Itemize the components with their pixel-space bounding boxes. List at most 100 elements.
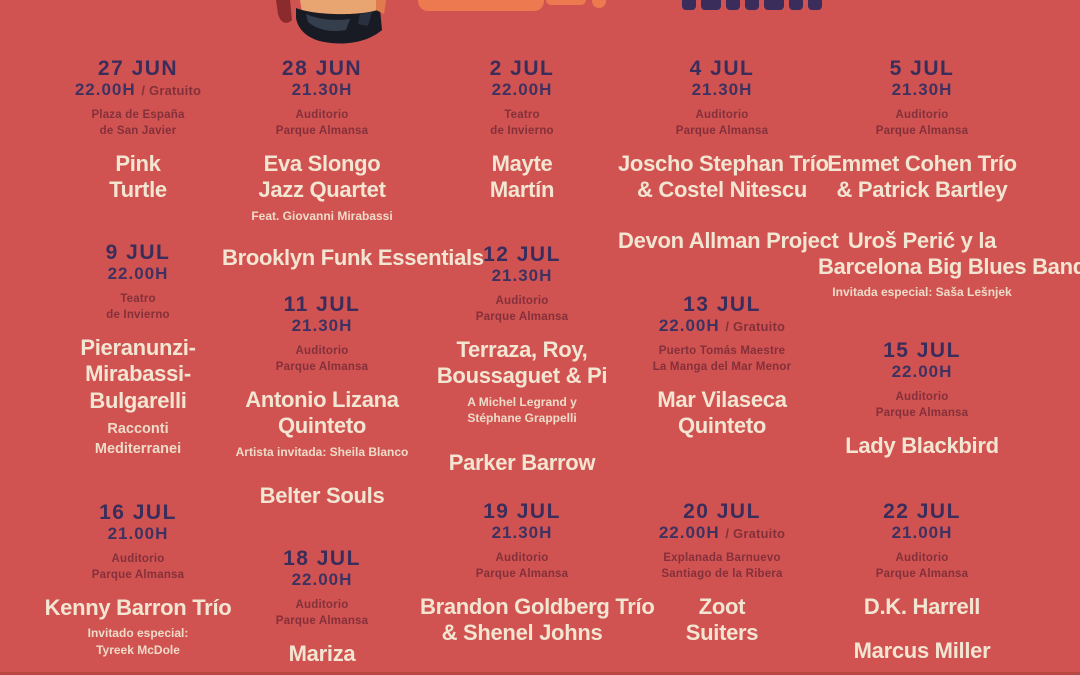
- artist-line: Barcelona Big Blues Band: [818, 254, 1080, 280]
- artist-name: Lady Blackbird: [818, 433, 1026, 459]
- venue-line: Parque Almansa: [675, 124, 769, 137]
- event-time-value: 21.30H: [491, 523, 553, 543]
- event-time: 21.30H: [420, 266, 624, 286]
- artist-note: A Michel Legrand y Stéphane Grappelli: [420, 394, 624, 426]
- event-time: 22.00H: [818, 362, 1026, 382]
- event-time: 21.30H: [420, 523, 624, 543]
- event-block: 5 JUL 21.30H Auditorio Parque Almansa Em…: [818, 57, 1080, 301]
- event-time-value: 22.00H: [491, 80, 553, 100]
- note-line: A Michel Legrand y: [467, 394, 577, 409]
- event-time: 22.00H / Gratuito: [40, 80, 236, 100]
- event-venue: Teatro de Invierno: [40, 291, 236, 323]
- event-time-value: 22.00H: [291, 570, 353, 590]
- event-block: 12 JUL 21.30H Auditorio Parque Almansa T…: [420, 243, 624, 476]
- event-venue: Auditorio Parque Almansa: [420, 293, 624, 325]
- artist-name: Parker Barrow: [420, 450, 624, 476]
- venue-line: Auditorio: [895, 390, 949, 403]
- event-block: 15 JUL 22.00H Auditorio Parque Almansa L…: [818, 339, 1026, 459]
- event-venue: Auditorio Parque Almansa: [420, 550, 624, 582]
- venue-line: Parque Almansa: [275, 614, 369, 627]
- event-time: 21.30H: [222, 80, 422, 100]
- note-line: Stéphane Grappelli: [467, 410, 577, 425]
- event-venue: Puerto Tomás Maestre La Manga del Mar Me…: [618, 343, 826, 375]
- venue-line: Parque Almansa: [875, 124, 969, 137]
- artist-note: Artista invitada: Sheila Blanco: [222, 444, 422, 460]
- artist-line: Brooklyn Funk Essentials: [222, 245, 484, 270]
- event-date: 9 JUL: [105, 241, 171, 264]
- event-block: 9 JUL 22.00H Teatro de Invierno Pieranun…: [40, 241, 236, 459]
- artist-name: Kenny Barron Trío: [40, 595, 236, 621]
- artist-name: Eva Slongo Jazz Quartet: [222, 151, 422, 204]
- event-block: 2 JUL 22.00H Teatro de Invierno Mayte Ma…: [420, 57, 624, 204]
- venue-line: de Invierno: [106, 308, 170, 321]
- event-time-value: 21.30H: [491, 266, 553, 286]
- event-date: 16 JUL: [99, 501, 177, 524]
- venue-line: Auditorio: [111, 552, 165, 565]
- artist-line: Suiters: [685, 620, 759, 646]
- artist-line: D.K. Harrell: [863, 593, 981, 619]
- artist-line: Bulgarelli: [89, 387, 187, 413]
- venue-line: Parque Almansa: [275, 360, 369, 373]
- event-block: 19 JUL 21.30H Auditorio Parque Almansa B…: [420, 500, 655, 647]
- event-time-value: 21.30H: [291, 316, 353, 336]
- artist-line: Jazz Quartet: [258, 177, 386, 203]
- venue-line: Teatro: [504, 108, 540, 121]
- venue-line: Auditorio: [695, 108, 749, 121]
- event-block: 13 JUL 22.00H / Gratuito Puerto Tomás Ma…: [618, 293, 826, 440]
- artist-line: Emmet Cohen Trío: [827, 150, 1017, 176]
- artist-line: Mirabassi-: [85, 361, 191, 387]
- event-time: 21.30H: [222, 316, 422, 336]
- navy-logo-text-fragment: [682, 0, 822, 10]
- event-venue: Auditorio Parque Almansa: [222, 343, 422, 375]
- event-time-value: 22.00H: [658, 316, 720, 336]
- artist-line: Lady Blackbird: [845, 432, 999, 458]
- artist-name: Marcus Miller: [818, 638, 1026, 664]
- artist-line: Uroš Perić y la: [847, 227, 997, 253]
- note-line: Feat. Giovanni Mirabassi: [251, 208, 393, 223]
- event-time-value: 22.00H: [891, 362, 953, 382]
- event-time: 22.00H: [222, 570, 422, 590]
- event-block: 27 JUN 22.00H / Gratuito Plaza de España…: [40, 57, 236, 204]
- event-time-value: 22.00H: [107, 264, 169, 284]
- venue-line: Auditorio: [495, 294, 549, 307]
- venue-line: Parque Almansa: [475, 310, 569, 323]
- free-admission-label: / Gratuito: [725, 319, 786, 335]
- event-block: 4 JUL 21.30H Auditorio Parque Almansa Jo…: [618, 57, 839, 254]
- event-date: 4 JUL: [689, 57, 755, 80]
- event-time: 22.00H / Gratuito: [618, 523, 826, 543]
- note-line: Mediterranei: [94, 440, 182, 457]
- venue-line: Parque Almansa: [275, 124, 369, 137]
- event-date: 15 JUL: [883, 339, 961, 362]
- artist-name: Zoot Suiters: [618, 594, 826, 647]
- venue-line: Teatro: [120, 292, 156, 305]
- artist-name: Terraza, Roy, Boussaguet & Pi: [420, 337, 624, 390]
- event-time-value: 21.00H: [107, 524, 169, 544]
- free-admission-label: / Gratuito: [725, 526, 786, 542]
- artist-line: Joscho Stephan Trío: [618, 150, 829, 176]
- dancer-waist-illustration: [276, 0, 386, 44]
- artist-line: Devon Allman Project: [618, 227, 839, 253]
- venue-line: Auditorio: [295, 344, 349, 357]
- event-time: 21.30H: [618, 80, 826, 100]
- artist-line: Mayte: [491, 150, 553, 176]
- venue-line: Parque Almansa: [875, 406, 969, 419]
- artist-name: Antonio Lizana Quinteto: [222, 387, 422, 440]
- artist-line: Quinteto: [677, 413, 767, 439]
- event-block: Brooklyn Funk Essentials: [222, 245, 484, 271]
- artist-name: Brooklyn Funk Essentials: [222, 245, 484, 271]
- event-venue: Auditorio Parque Almansa: [618, 107, 826, 139]
- event-time: 21.30H: [818, 80, 1026, 100]
- event-block: 22 JUL 21.00H Auditorio Parque Almansa D…: [818, 500, 1026, 665]
- event-time-value: 21.30H: [891, 80, 953, 100]
- artist-name: Uroš Perić y la Barcelona Big Blues Band: [818, 227, 1080, 281]
- artist-line: Mariza: [288, 640, 356, 666]
- event-venue: Auditorio Parque Almansa: [222, 107, 422, 139]
- venue-line: Auditorio: [895, 108, 949, 121]
- event-date: 12 JUL: [483, 243, 561, 266]
- event-date: 2 JUL: [489, 57, 555, 80]
- event-date: 28 JUN: [281, 57, 363, 80]
- event-time: 21.00H: [40, 524, 236, 544]
- event-date: 11 JUL: [283, 293, 361, 316]
- event-date: 19 JUL: [483, 500, 561, 523]
- artist-name: Pieranunzi- Mirabassi- Bulgarelli: [40, 335, 236, 414]
